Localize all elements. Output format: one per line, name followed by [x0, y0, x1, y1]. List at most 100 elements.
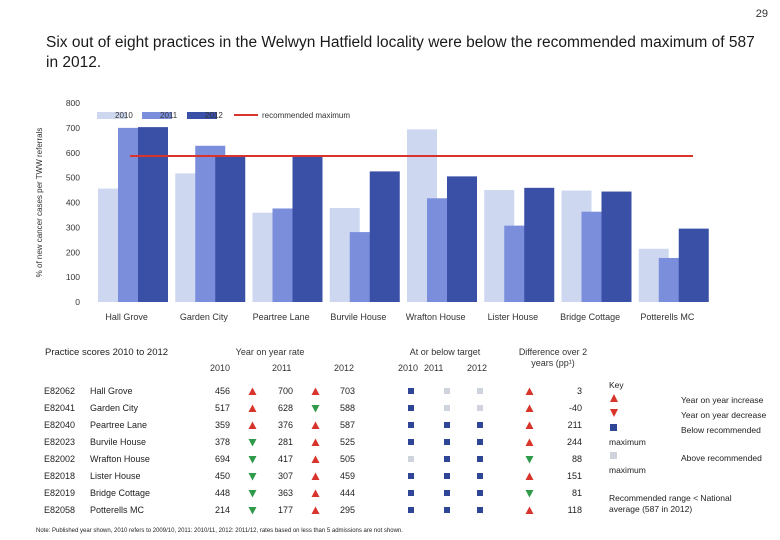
rate-2012: 525 [339, 437, 355, 447]
key-above-label-cont: maximum [609, 465, 646, 475]
bar-2012-6 [601, 191, 632, 302]
trend-2011-up-icon [248, 421, 257, 429]
practice-code: E82040 [44, 420, 76, 430]
year-header-target-2012: 2012 [467, 363, 488, 373]
difference-value: 211 [567, 420, 582, 430]
legend-swatch-2011 [142, 112, 172, 119]
rate-2010: 448 [214, 488, 230, 498]
key-below-icon [610, 424, 617, 431]
rate-2011: 628 [277, 403, 293, 413]
target-2011-below-icon [444, 456, 450, 462]
practice-name: Lister House [90, 471, 141, 481]
x-tick-label: Lister House [488, 312, 539, 322]
target-2010-below-icon [408, 507, 414, 513]
practice-name: Hall Grove [90, 386, 133, 396]
target-2011-above-icon [444, 388, 450, 394]
key-below-label: Below recommended [681, 425, 761, 435]
group-header-difference: Difference over 2 years (pp¹) [518, 347, 588, 368]
rate-2010: 378 [214, 437, 230, 447]
x-tick-label: Potterells MC [640, 312, 695, 322]
trend-2012-up-icon [311, 455, 320, 463]
y-tick-label: 200 [66, 247, 80, 257]
target-2012-above-icon [477, 388, 483, 394]
y-tick-label: 500 [66, 173, 80, 183]
year-header-target-2011: 2011 [424, 363, 444, 373]
trend-2011-down-icon [248, 473, 257, 481]
rate-2012: 587 [339, 420, 355, 430]
practice-code: E82023 [44, 437, 76, 447]
key-increase-icon [610, 394, 618, 402]
bar-2012-0 [138, 127, 168, 302]
trend-2011-down-icon [248, 456, 257, 464]
difference-trend-up-icon [525, 438, 534, 446]
trend-2011-down-icon [248, 439, 257, 447]
bar-2012-2 [292, 155, 323, 302]
rate-2012: 703 [339, 386, 355, 396]
difference-trend-up-icon [525, 404, 534, 412]
rate-2012: 459 [339, 471, 355, 481]
bar-chart: 0 100 200 300 400 500 600 700 800 % of new cancer… [35, 98, 709, 322]
group-header-target: At or below target [409, 347, 481, 357]
difference-value: 88 [571, 454, 582, 464]
practice-code: E82019 [44, 488, 76, 498]
rate-2011: 376 [277, 420, 293, 430]
year-header-rate-2011: 2011 [272, 363, 292, 373]
x-tick-label: Peartree Lane [253, 312, 310, 322]
trend-2012-up-icon [311, 489, 320, 497]
rate-2010: 450 [214, 471, 230, 481]
trend-2012-down-icon [311, 405, 320, 413]
trend-2011-down-icon [248, 507, 257, 515]
rate-2010: 359 [214, 420, 230, 430]
practice-name: Wrafton House [90, 454, 150, 464]
target-2011-below-icon [444, 507, 450, 513]
target-2010-below-icon [408, 473, 414, 479]
difference-value: 3 [576, 386, 582, 396]
bar-2012-5 [524, 187, 555, 302]
y-tick-label: 400 [66, 198, 80, 208]
practice-code: E82062 [44, 386, 76, 396]
rate-2011: 177 [277, 505, 293, 515]
x-tick-label: Bridge Cottage [560, 312, 620, 322]
practice-name: Peartree Lane [90, 420, 148, 430]
legend-swatch-2012 [187, 112, 217, 119]
difference-value: 244 [566, 437, 582, 447]
rate-2011: 363 [277, 488, 293, 498]
difference-trend-down-icon [525, 456, 534, 464]
difference-trend-up-icon [525, 387, 534, 395]
legend-label: 2011 [160, 111, 178, 120]
x-tick-label: Burvile House [330, 312, 386, 322]
target-2012-below-icon [477, 507, 483, 513]
key-decrease-label: Year on year decrease [681, 410, 767, 420]
y-tick-label: 800 [66, 98, 80, 108]
page-number: 29 [755, 8, 768, 20]
y-tick-label: 300 [66, 222, 80, 232]
practice-code: E82002 [44, 454, 76, 464]
y-tick-label: 100 [66, 272, 80, 282]
trend-2012-up-icon [311, 387, 320, 395]
year-header-rate-2012: 2012 [334, 363, 355, 373]
legend-label: 2010 [115, 111, 133, 120]
key-above-label: Above recommended [681, 453, 762, 463]
target-2011-below-icon [444, 422, 450, 428]
target-2012-below-icon [477, 490, 483, 496]
y-tick-label: 600 [66, 148, 80, 158]
practice-code: E82041 [44, 403, 76, 413]
x-tick-label: Hall Grove [105, 312, 148, 322]
target-2012-below-icon [477, 422, 483, 428]
target-2011-above-icon [444, 405, 450, 411]
practice-name: Bridge Cottage [90, 488, 151, 498]
key-increase-label: Year on year increase [681, 395, 764, 405]
target-2012-above-icon [477, 405, 483, 411]
key-range-note: Recommended range < National average (58… [609, 493, 732, 514]
key-below-label-cont: maximum [609, 437, 646, 447]
key-above-icon [610, 452, 617, 459]
trend-2011-up-icon [248, 387, 257, 395]
rate-2012: 295 [339, 505, 355, 515]
difference-trend-down-icon [525, 490, 534, 498]
practice-code: E82018 [44, 471, 76, 481]
bar-2012-4 [447, 176, 477, 302]
trend-2012-up-icon [311, 438, 320, 446]
difference-trend-up-icon [525, 421, 534, 429]
rate-2012: 505 [339, 454, 355, 464]
year-header-target-2010: 2010 [398, 363, 419, 373]
